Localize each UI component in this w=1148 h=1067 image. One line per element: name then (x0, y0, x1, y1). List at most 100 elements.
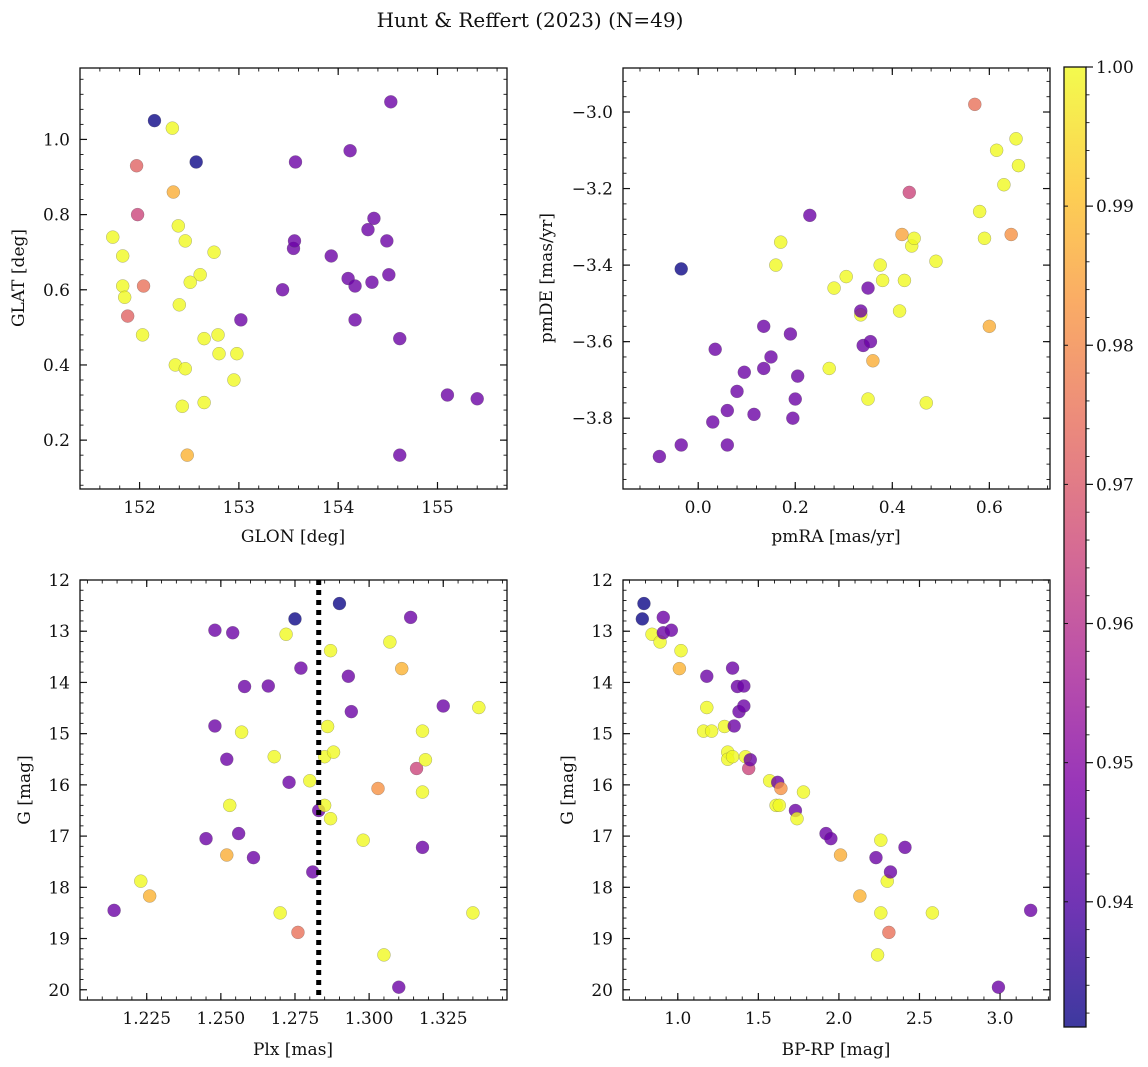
x-tick-label: 152 (123, 498, 155, 518)
data-point (472, 700, 486, 715)
data-point (294, 661, 308, 675)
data-point (183, 275, 197, 289)
y-tick-label: −3.8 (572, 409, 613, 429)
data-point (870, 948, 885, 962)
y-tick-label: 17 (48, 827, 70, 847)
data-point (674, 643, 688, 658)
data-point (223, 798, 237, 813)
data-point (211, 328, 225, 342)
data-point (1009, 132, 1023, 146)
plx-g-frame (79, 579, 508, 1001)
data-point (226, 626, 240, 640)
pmra-pmde-frame (622, 67, 1051, 490)
data-point (120, 309, 135, 323)
panel-plx-g: 1.225 1.250 1.275 1.300 1.325 12 13 14 15 16 17 18 1… (15, 571, 508, 1060)
data-point (134, 874, 148, 888)
x-tick-label: 1.300 (345, 1009, 394, 1029)
data-point (377, 948, 391, 962)
plx-g-ylabel: G [mag] (15, 755, 35, 824)
data-point (839, 269, 853, 284)
data-point (106, 230, 120, 244)
data-point (700, 669, 714, 683)
data-point (968, 97, 982, 112)
data-point (136, 279, 151, 293)
data-point (220, 752, 234, 766)
data-point (664, 623, 679, 637)
y-tick-label: −3.2 (572, 180, 613, 200)
x-tick-label: 1.0 (664, 1009, 691, 1029)
data-point (773, 235, 788, 249)
data-point (409, 761, 424, 776)
data-point (730, 384, 744, 399)
data-point (361, 222, 375, 237)
data-point (341, 669, 356, 683)
data-point (288, 155, 303, 169)
data-point (273, 906, 287, 920)
data-point (989, 143, 1004, 157)
data-point (380, 234, 394, 248)
data-point (833, 848, 848, 862)
data-point (230, 346, 244, 361)
data-point (769, 258, 783, 272)
data-point (392, 980, 406, 994)
data-point (875, 273, 890, 288)
data-point (674, 438, 688, 452)
data-point (166, 185, 181, 199)
data-point (418, 753, 433, 767)
data-point (706, 415, 720, 429)
data-point (208, 623, 222, 637)
data-point (827, 281, 841, 295)
data-point (854, 304, 868, 318)
x-tick-label: 155 (421, 498, 453, 518)
colorbar: 0.94 0.95 0.96 0.97 0.98 0.99 1.00 (1063, 58, 1134, 1028)
panel-glon-glat: 152 153 154 155 0.2 0.4 0.6 0.8 1.0 GLON [deg] G… (9, 67, 508, 547)
bprp-g-xlabel: BP-RP [mag] (782, 1040, 891, 1060)
data-point (788, 392, 802, 406)
y-tick-label: 15 (48, 725, 70, 745)
data-point (275, 283, 290, 297)
data-point (907, 231, 921, 246)
data-point (737, 679, 751, 693)
data-point (720, 403, 735, 418)
y-tick-label: 18 (48, 878, 70, 898)
plx-g-ticks: 1.225 1.250 1.275 1.300 1.325 12 13 14 15 16 17 18 1… (48, 571, 507, 1029)
data-point (282, 775, 296, 790)
bprp-g-points (635, 596, 1038, 994)
data-point (674, 262, 688, 276)
data-point (700, 700, 714, 715)
data-point (869, 850, 883, 865)
data-point (720, 438, 735, 452)
data-point (1011, 158, 1026, 173)
data-point (415, 840, 430, 855)
data-point (790, 811, 804, 826)
data-point (343, 143, 357, 158)
data-point (873, 258, 887, 272)
data-point (415, 785, 430, 799)
data-point (199, 831, 213, 846)
glon-glat-ylabel: GLAT [deg] (9, 229, 29, 327)
data-point (279, 627, 293, 641)
glon-glat-points (106, 95, 484, 462)
x-tick-label: 1.250 (197, 1009, 246, 1029)
data-point (234, 725, 249, 739)
data-point (227, 373, 241, 387)
data-point (470, 392, 484, 406)
colorbar-frame (1063, 66, 1087, 1028)
data-point (925, 906, 940, 920)
data-point (130, 207, 145, 222)
plx-g-xlabel: Plx [mas] (253, 1040, 333, 1060)
data-point (874, 833, 888, 847)
data-point (287, 234, 302, 248)
data-point (786, 411, 800, 425)
data-point (892, 304, 907, 318)
y-tick-label: 0.8 (43, 206, 70, 226)
data-point (652, 449, 667, 464)
data-point (395, 661, 409, 676)
data-point (757, 319, 771, 334)
data-point (212, 346, 226, 361)
data-point (737, 699, 751, 713)
data-point (348, 313, 362, 327)
y-tick-label: −3.6 (572, 333, 613, 353)
y-tick-label: 14 (48, 673, 70, 693)
